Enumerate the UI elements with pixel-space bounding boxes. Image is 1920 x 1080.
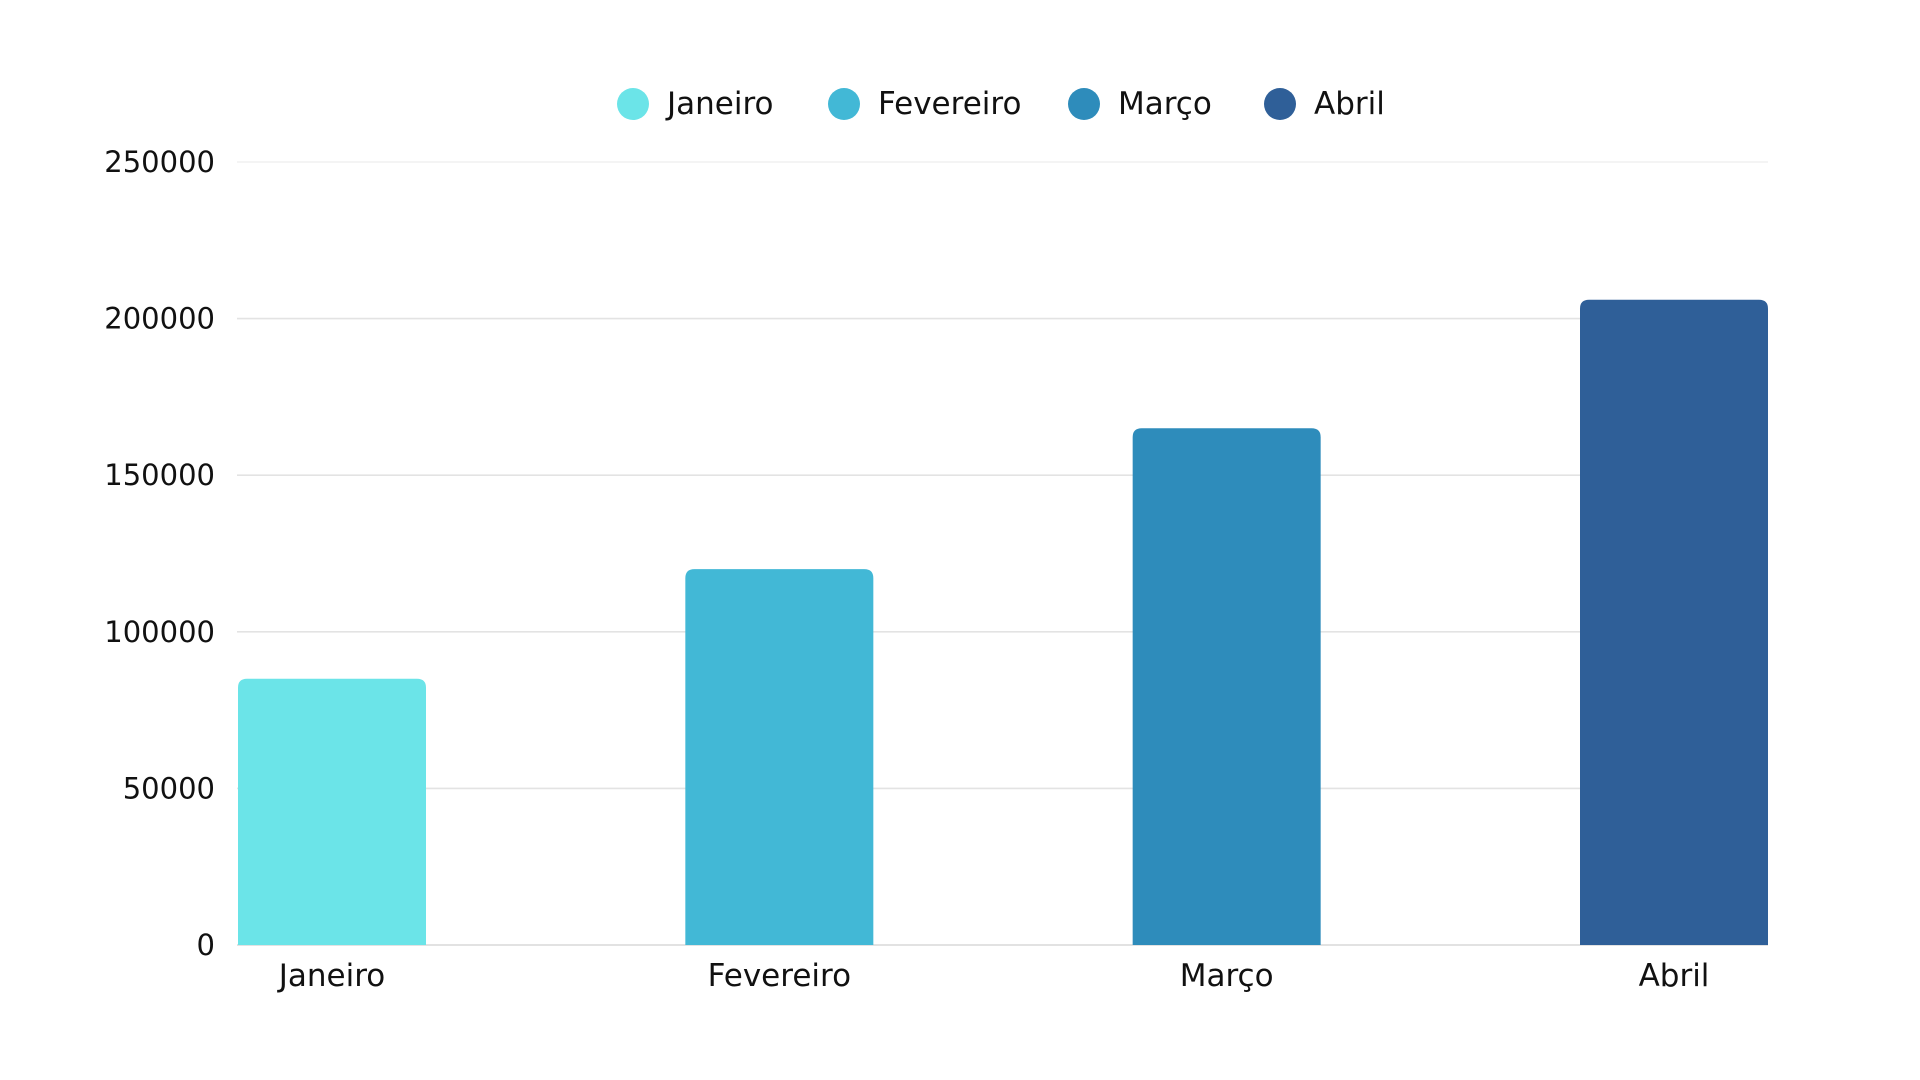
x-axis-labels: Janeiro Fevereiro Março Abril xyxy=(277,958,1710,994)
y-tick-label: 150000 xyxy=(104,458,215,492)
bar-1 xyxy=(238,678,426,945)
legend-entry: Março xyxy=(1118,86,1212,122)
y-tick-label: 250000 xyxy=(104,145,215,179)
legend-swatch xyxy=(1264,88,1296,120)
x-tick-label: Março xyxy=(1180,958,1274,994)
bar-3 xyxy=(1132,428,1321,946)
bars xyxy=(238,299,1768,946)
legend-swatch xyxy=(828,88,860,120)
bar-4 xyxy=(1580,299,1768,946)
y-tick-label: 200000 xyxy=(104,302,215,336)
legend-swatch xyxy=(1068,88,1100,120)
legend-entry: Abril xyxy=(1314,86,1385,122)
y-axis-ticks: 0 50000 100000 150000 200000 250000 xyxy=(104,145,215,962)
x-tick-label: Janeiro xyxy=(277,958,386,994)
bar-2 xyxy=(685,569,874,945)
legend-entry: Janeiro xyxy=(665,86,774,122)
legend: Janeiro Fevereiro Março Abril xyxy=(617,86,1385,122)
x-tick-label: Fevereiro xyxy=(708,958,851,994)
legend-entry: Fevereiro xyxy=(878,86,1021,122)
grid-lines xyxy=(237,161,1768,946)
y-tick-label: 0 xyxy=(197,928,215,962)
y-tick-label: 50000 xyxy=(123,771,215,805)
y-tick-label: 100000 xyxy=(104,615,215,649)
x-tick-label: Abril xyxy=(1639,958,1710,994)
legend-swatch xyxy=(617,88,649,120)
